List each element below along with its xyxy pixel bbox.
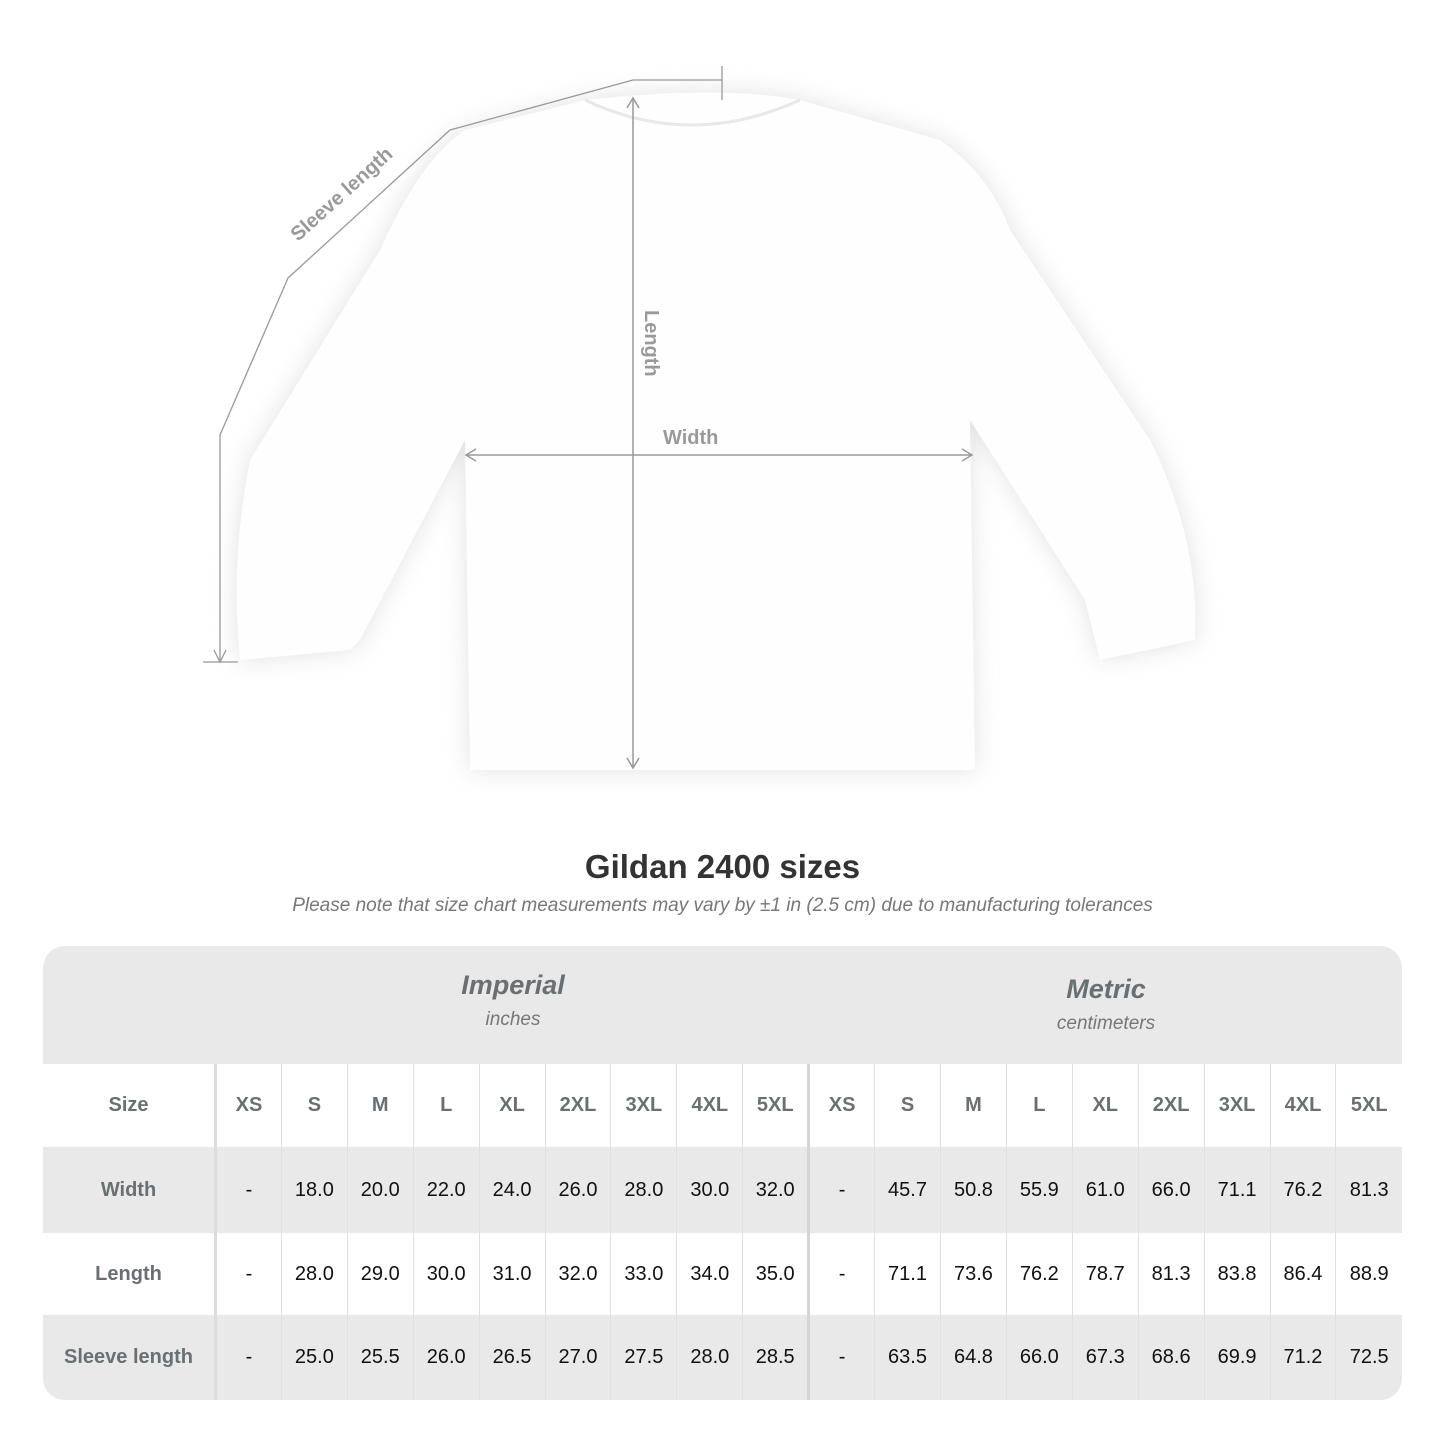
imperial-cell: 32.0 — [742, 1147, 809, 1233]
metric-cell: XS — [807, 1064, 875, 1147]
imperial-cell: S — [280, 1064, 348, 1147]
imperial-unit: inches — [485, 1009, 541, 1030]
imperial-cell: L — [412, 1064, 480, 1147]
row-label: Width — [43, 1147, 217, 1233]
imperial-cell: 30.0 — [412, 1233, 480, 1315]
metric-cell: 76.2 — [1269, 1147, 1336, 1233]
imperial-cell: 5XL — [742, 1064, 809, 1147]
imperial-cell: 26.0 — [412, 1315, 480, 1400]
imperial-cell: 28.0 — [676, 1315, 743, 1400]
row-label: Sleeve length — [43, 1315, 217, 1400]
imperial-cell: 35.0 — [742, 1233, 809, 1315]
imperial-cell: M — [346, 1064, 414, 1147]
imperial-header: Imperial inches — [216, 946, 810, 1088]
imperial-cell: 30.0 — [676, 1147, 743, 1233]
metric-cell: 64.8 — [939, 1315, 1007, 1400]
imperial-cell: 34.0 — [676, 1233, 743, 1315]
imperial-cell: 28.5 — [742, 1315, 809, 1400]
metric-cell: 5XL — [1335, 1064, 1402, 1147]
imperial-cell: 33.0 — [610, 1233, 677, 1315]
metric-cell: 76.2 — [1005, 1233, 1073, 1315]
width-measure — [464, 448, 974, 462]
metric-header: Metric centimeters — [810, 946, 1402, 1092]
metric-cell: 81.3 — [1137, 1233, 1205, 1315]
shirt-collar — [584, 98, 801, 127]
row-label: Length — [43, 1233, 217, 1315]
sleeve-length-measure — [203, 66, 723, 664]
shirt-illustration: Sleeve length Length Width — [203, 66, 1196, 770]
metric-cell: 83.8 — [1203, 1233, 1270, 1315]
metric-cell: 71.1 — [874, 1233, 941, 1315]
imperial-title: Imperial — [461, 970, 565, 1000]
size-table: Imperial inches Metric centimeters Size X… — [43, 946, 1402, 1400]
imperial-cell: 26.0 — [544, 1147, 611, 1233]
metric-cell: 86.4 — [1269, 1233, 1336, 1315]
imperial-cell: 31.0 — [478, 1233, 546, 1315]
imperial-cell: 28.0 — [280, 1233, 348, 1315]
imperial-cell: - — [215, 1315, 282, 1400]
page-title: Gildan 2400 sizes — [584, 848, 861, 885]
metric-cell: 71.1 — [1203, 1147, 1270, 1233]
imperial-cell: 2XL — [544, 1064, 611, 1147]
metric-cell: 63.5 — [874, 1315, 941, 1400]
imperial-cell: 4XL — [676, 1064, 743, 1147]
metric-cell: 73.6 — [939, 1233, 1007, 1315]
imperial-cell: 27.0 — [544, 1315, 611, 1400]
metric-cell: XL — [1071, 1064, 1139, 1147]
row-label: Size — [43, 1064, 217, 1147]
metric-cell: 50.8 — [939, 1147, 1007, 1233]
metric-cell: 88.9 — [1335, 1233, 1402, 1315]
metric-cell: 3XL — [1203, 1064, 1270, 1147]
size-grid: Size XS S M L XL 2XL 3XL 4XL 5XL XS S M L XL 2XL 3XL 4XL 5… — [43, 1064, 1402, 1400]
imperial-cell: XS — [215, 1064, 282, 1147]
tolerance-note: Please note that size chart measurements… — [292, 895, 1153, 916]
metric-cell: - — [807, 1233, 875, 1315]
width-label: Width — [663, 427, 718, 449]
metric-title: Metric — [1066, 974, 1146, 1004]
imperial-cell: XL — [478, 1064, 546, 1147]
imperial-cell: 28.0 — [610, 1147, 677, 1233]
metric-cell: 45.7 — [874, 1147, 941, 1233]
metric-cell: 55.9 — [1005, 1147, 1073, 1233]
metric-cell: 66.0 — [1005, 1315, 1073, 1400]
metric-cell: S — [874, 1064, 941, 1147]
length-label: Length — [640, 310, 662, 377]
imperial-cell: 27.5 — [610, 1315, 677, 1400]
metric-cell: 81.3 — [1335, 1147, 1402, 1233]
imperial-cell: 24.0 — [478, 1147, 546, 1233]
imperial-cell: 3XL — [610, 1064, 677, 1147]
imperial-cell: 26.5 — [478, 1315, 546, 1400]
metric-cell: 4XL — [1269, 1064, 1336, 1147]
table-row: Width -18.0 20.0 22.0 24.0 26.0 28.0 30.0 32.0-4… — [43, 1147, 1402, 1233]
imperial-cell: 25.5 — [346, 1315, 414, 1400]
table-row: Length -28.0 29.0 30.0 31.0 32.0 33.0 34.0 35.0-… — [43, 1233, 1402, 1315]
imperial-cell: 22.0 — [412, 1147, 480, 1233]
metric-cell: 78.7 — [1071, 1233, 1139, 1315]
imperial-cell: 29.0 — [346, 1233, 414, 1315]
metric-cell: M — [939, 1064, 1007, 1147]
metric-cell: - — [807, 1147, 875, 1233]
imperial-cell: 25.0 — [280, 1315, 348, 1400]
metric-cell: 68.6 — [1137, 1315, 1205, 1400]
metric-cell: 2XL — [1137, 1064, 1205, 1147]
metric-cell: - — [807, 1315, 875, 1400]
imperial-cell: 32.0 — [544, 1233, 611, 1315]
table-row: Sleeve length -25.0 25.5 26.0 26.5 27.0 27.5 28… — [43, 1315, 1402, 1400]
length-measure — [626, 96, 640, 770]
size-header-row: Size XS S M L XL 2XL 3XL 4XL 5XL XS S M L XL 2XL 3XL 4XL 5… — [43, 1064, 1402, 1147]
imperial-cell: - — [215, 1147, 282, 1233]
shirt-body — [236, 92, 1196, 770]
imperial-cell: - — [215, 1233, 282, 1315]
metric-cell: 69.9 — [1203, 1315, 1270, 1400]
imperial-cell: 20.0 — [346, 1147, 414, 1233]
metric-cell: 66.0 — [1137, 1147, 1205, 1233]
imperial-cell: 18.0 — [280, 1147, 348, 1233]
metric-cell: 61.0 — [1071, 1147, 1139, 1233]
metric-unit: centimeters — [1056, 1013, 1156, 1034]
metric-cell: 72.5 — [1335, 1315, 1402, 1400]
metric-cell: 71.2 — [1269, 1315, 1336, 1400]
metric-cell: 67.3 — [1071, 1315, 1139, 1400]
sleeve-length-label: Sleeve length — [287, 143, 398, 246]
metric-cell: L — [1005, 1064, 1073, 1147]
